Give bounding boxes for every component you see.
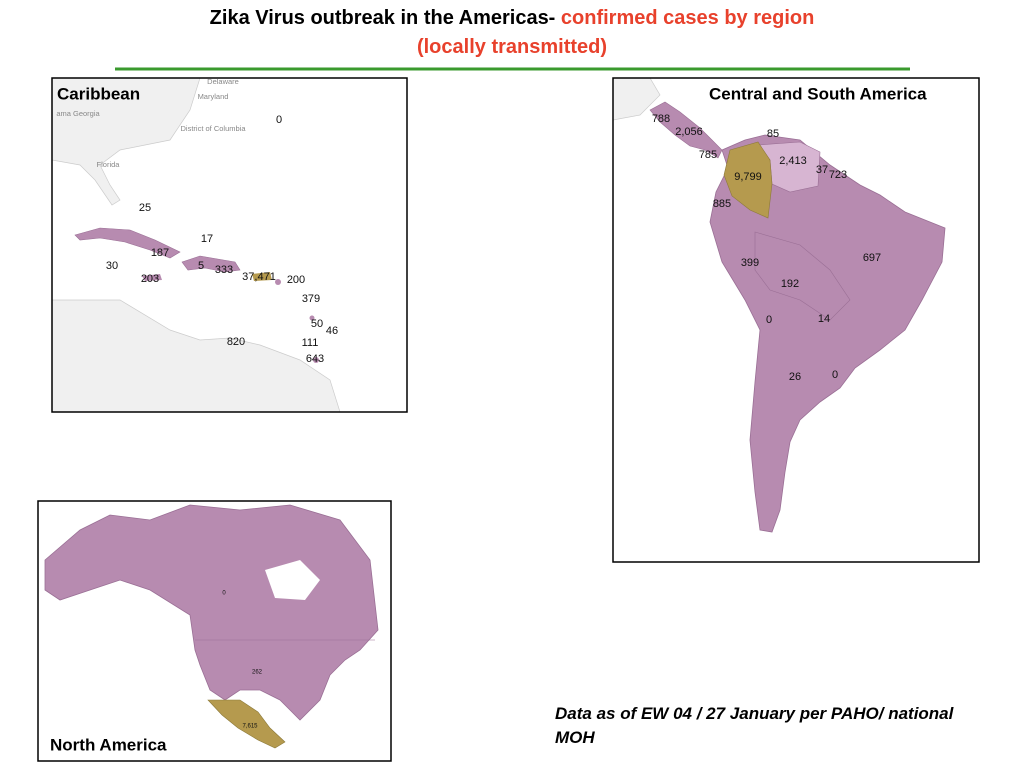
case-count-label: 25 bbox=[139, 202, 151, 214]
panel-title: Central and South America bbox=[709, 84, 927, 103]
south-america-frame bbox=[612, 77, 980, 563]
case-count-label: 643 bbox=[306, 353, 324, 365]
case-count-label: 333 bbox=[215, 264, 233, 276]
case-count-label: 46 bbox=[326, 325, 338, 337]
case-count-label: 0 bbox=[766, 314, 772, 326]
title-black: Zika Virus outbreak in the Americas- bbox=[209, 7, 561, 29]
case-count-label: 85 bbox=[767, 128, 779, 140]
case-count-label: 14 bbox=[818, 313, 830, 325]
case-count-label: 9,799 bbox=[734, 171, 762, 183]
slide-title: Zika Virus outbreak in the Americas- con… bbox=[182, 4, 842, 62]
case-count-label: 697 bbox=[863, 252, 881, 264]
case-count-label: 2,056 bbox=[675, 126, 703, 138]
case-count-label: 7,615 bbox=[242, 724, 258, 730]
caribbean-frame bbox=[51, 77, 408, 413]
panel-title: Caribbean bbox=[57, 84, 140, 103]
map-place-label: Florida bbox=[97, 160, 121, 169]
case-count-label: 2,413 bbox=[779, 155, 807, 167]
case-count-label: 885 bbox=[713, 198, 731, 210]
data-note: Data as of EW 04 / 27 January per PAHO/ … bbox=[555, 704, 954, 747]
north-america-map bbox=[38, 501, 391, 761]
case-count-label: 399 bbox=[741, 257, 759, 269]
case-count-label: 111 bbox=[302, 337, 319, 349]
title-red: confirmed cases by region (locally trans… bbox=[416, 7, 815, 58]
case-count-label: 785 bbox=[699, 149, 717, 161]
case-count-label: 788 bbox=[652, 113, 670, 125]
case-count-label: 203 bbox=[141, 273, 159, 285]
caribbean-map bbox=[52, 78, 407, 412]
case-count-label: 379 bbox=[302, 293, 320, 305]
case-count-label: 5 bbox=[198, 260, 204, 272]
case-count-label: 187 bbox=[151, 247, 169, 259]
map-place-label: Maryland bbox=[198, 92, 229, 101]
case-count-label: 50 bbox=[311, 318, 323, 330]
north-america-frame bbox=[37, 500, 392, 762]
case-count-label: 820 bbox=[227, 336, 245, 348]
case-count-label: 26 bbox=[789, 371, 801, 383]
case-count-label: 262 bbox=[252, 670, 263, 676]
case-count-label: 37 bbox=[816, 164, 828, 176]
case-count-label: 0 bbox=[276, 114, 282, 126]
map-place-label: ama Georgia bbox=[56, 109, 100, 118]
case-count-label: 200 bbox=[287, 274, 305, 286]
case-count-label: 0 bbox=[222, 591, 226, 597]
case-count-label: 192 bbox=[781, 278, 799, 290]
case-count-label: 37,471 bbox=[242, 271, 276, 283]
case-count-label: 723 bbox=[829, 169, 847, 181]
case-count-label: 30 bbox=[106, 260, 118, 272]
case-count-label: 17 bbox=[201, 233, 213, 245]
panel-title: North America bbox=[50, 735, 167, 754]
south-america-map bbox=[613, 78, 979, 562]
map-place-label: Delaware bbox=[207, 77, 239, 86]
case-count-label: 0 bbox=[832, 369, 838, 381]
map-place-label: District of Columbia bbox=[180, 124, 246, 133]
